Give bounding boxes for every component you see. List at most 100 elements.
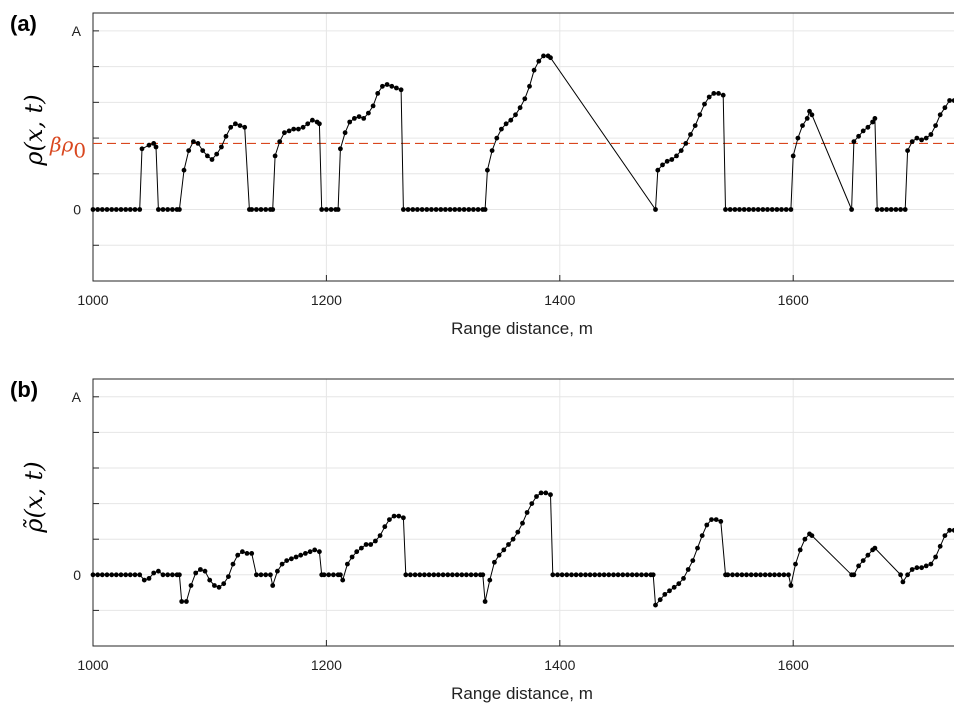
data-point	[198, 567, 203, 572]
data-point	[272, 153, 278, 159]
data-point	[263, 207, 269, 212]
data-point	[212, 583, 217, 588]
data-point	[900, 579, 906, 585]
data-point	[947, 527, 952, 533]
data-point	[520, 520, 525, 526]
data-point	[123, 207, 129, 212]
data-point	[856, 133, 861, 139]
data-point	[401, 515, 406, 521]
data-point	[573, 572, 579, 578]
data-point	[394, 85, 399, 91]
data-point	[515, 529, 521, 535]
data-point	[662, 592, 668, 597]
data-point	[919, 137, 924, 143]
data-point	[620, 572, 626, 578]
data-point	[366, 110, 371, 116]
data-point	[368, 542, 374, 547]
data-point	[685, 567, 691, 572]
data-point	[200, 148, 206, 154]
y-tick-label: A	[72, 389, 82, 405]
data-point	[113, 572, 119, 578]
data-point	[550, 572, 556, 578]
data-point	[221, 581, 227, 587]
data-point	[321, 572, 327, 578]
data-point	[928, 132, 934, 137]
data-point	[865, 552, 871, 558]
data-point	[753, 572, 759, 578]
data-point	[361, 116, 367, 121]
data-point	[716, 91, 721, 96]
data-point	[503, 121, 509, 127]
data-point	[429, 207, 434, 212]
panel-a-reference: βρ0	[49, 132, 954, 162]
data-point	[214, 151, 220, 157]
data-point	[237, 123, 243, 128]
data-point	[942, 105, 948, 111]
data-point	[405, 207, 411, 212]
data-point	[191, 139, 196, 145]
data-point	[860, 128, 866, 134]
data-point	[228, 124, 234, 130]
data-point	[396, 513, 402, 519]
data-point	[99, 207, 105, 212]
data-point	[723, 207, 728, 212]
y-tick-label: 0	[73, 202, 81, 218]
data-point	[555, 572, 560, 578]
data-point	[464, 572, 469, 578]
data-point	[277, 139, 283, 145]
data-point	[879, 207, 885, 212]
panel-a-x-axis-label: Range distance, m	[451, 319, 593, 338]
data-point	[695, 545, 700, 551]
data-point	[132, 572, 138, 578]
data-point	[317, 549, 322, 555]
data-point	[216, 584, 222, 590]
data-point	[487, 577, 493, 583]
data-point	[181, 167, 187, 173]
data-point	[179, 599, 185, 604]
data-point	[510, 536, 516, 542]
data-point	[485, 167, 490, 173]
data-point	[797, 547, 803, 553]
data-point	[769, 207, 775, 212]
data-point	[417, 572, 423, 578]
data-point	[389, 83, 395, 89]
data-point	[151, 570, 157, 576]
data-point	[118, 207, 124, 212]
data-point	[933, 554, 938, 560]
x-tick-label: 1400	[544, 657, 575, 673]
data-point	[457, 207, 462, 212]
data-point	[772, 572, 777, 578]
data-point	[702, 101, 707, 107]
data-point	[433, 207, 439, 212]
data-point	[335, 207, 341, 212]
data-point	[291, 126, 297, 132]
data-point	[606, 572, 612, 578]
panel-a: (a) 1000 1200 1400 1600 A 0 βρ0 Range distanc…	[10, 11, 954, 338]
panel-a-label: (a)	[10, 11, 37, 36]
data-point	[902, 207, 908, 212]
data-point	[118, 572, 124, 578]
data-point	[186, 148, 192, 154]
panel-b: (b) 1000 1200 1400 1600 A 0 Range distance, m…	[10, 377, 954, 703]
data-point	[282, 130, 287, 136]
data-point	[363, 542, 369, 547]
data-point	[123, 572, 129, 578]
data-point	[443, 207, 448, 212]
x-tick-label: 1200	[311, 657, 342, 673]
data-point	[851, 572, 857, 578]
data-point	[909, 139, 915, 145]
data-point	[923, 135, 929, 141]
data-point	[804, 116, 810, 121]
data-point	[508, 117, 514, 123]
data-point	[800, 123, 805, 128]
data-point	[375, 91, 381, 96]
data-point	[937, 112, 943, 118]
data-point	[548, 55, 553, 61]
data-point	[450, 572, 455, 578]
data-point	[146, 576, 152, 581]
x-tick-label: 1000	[77, 657, 108, 673]
data-point	[160, 207, 166, 212]
data-point	[370, 103, 376, 109]
data-point	[471, 207, 476, 212]
data-point	[109, 572, 115, 578]
